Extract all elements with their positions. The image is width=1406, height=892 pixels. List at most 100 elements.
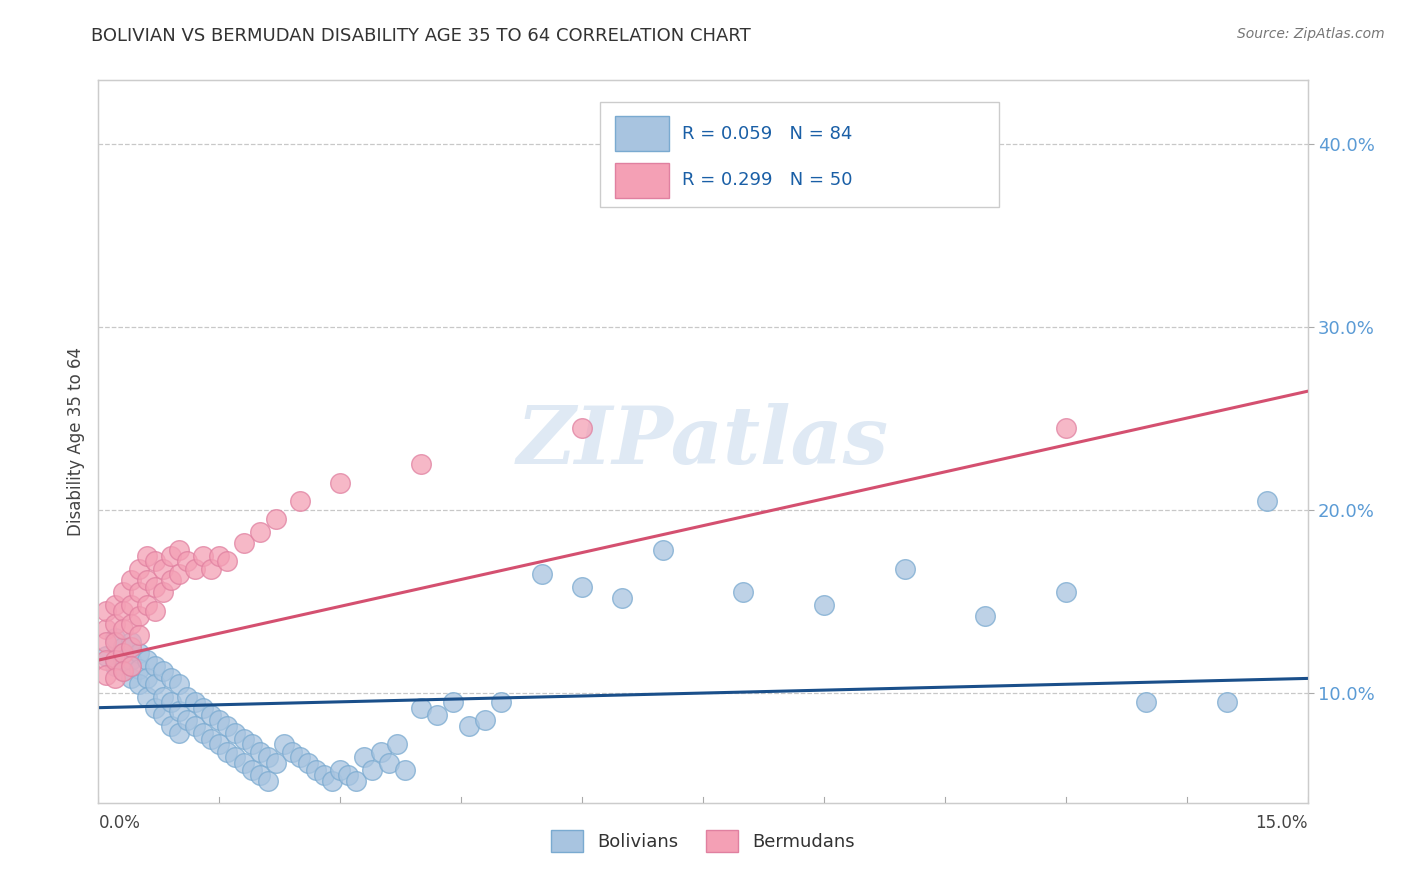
Point: [111, 664, 134, 678]
Legend: Bolivians, Bermudans: Bolivians, Bermudans: [543, 822, 863, 859]
Point: [273, 737, 295, 751]
Point: [103, 631, 125, 645]
Point: [208, 549, 231, 563]
Point: [361, 763, 384, 777]
Point: [1054, 421, 1077, 435]
Point: [143, 554, 166, 568]
Point: [143, 658, 166, 673]
Point: [184, 562, 207, 576]
Point: [200, 708, 222, 723]
Point: [103, 672, 125, 686]
Point: [160, 549, 183, 563]
Point: [152, 690, 174, 704]
Point: [120, 658, 142, 673]
Point: [441, 695, 464, 709]
Point: [111, 664, 134, 678]
Point: [281, 745, 304, 759]
Point: [103, 658, 125, 673]
Point: [893, 562, 915, 576]
Point: [612, 591, 634, 605]
Point: [1256, 494, 1278, 508]
Point: [474, 714, 496, 728]
Point: [344, 773, 367, 788]
Point: [974, 609, 997, 624]
Text: ZIPatlas: ZIPatlas: [517, 403, 889, 480]
Point: [329, 475, 352, 490]
Point: [167, 704, 190, 718]
Point: [128, 677, 150, 691]
Point: [135, 599, 157, 613]
Point: [193, 726, 215, 740]
Point: [111, 585, 134, 599]
Point: [143, 580, 166, 594]
Point: [152, 562, 174, 576]
Point: [1216, 695, 1239, 709]
Point: [217, 719, 239, 733]
Point: [167, 567, 190, 582]
Point: [256, 750, 278, 764]
Point: [491, 695, 513, 709]
Point: [224, 750, 246, 764]
Point: [249, 745, 271, 759]
Point: [458, 719, 481, 733]
Text: R = 0.059   N = 84: R = 0.059 N = 84: [682, 125, 853, 143]
Point: [96, 667, 118, 681]
Point: [184, 719, 207, 733]
Point: [143, 604, 166, 618]
Point: [128, 646, 150, 660]
Point: [160, 573, 183, 587]
Point: [409, 700, 432, 714]
Point: [152, 585, 174, 599]
Point: [120, 640, 142, 655]
Point: [813, 599, 835, 613]
Point: [733, 585, 755, 599]
Point: [571, 421, 593, 435]
Point: [103, 635, 125, 649]
Point: [249, 525, 271, 540]
Point: [128, 562, 150, 576]
Point: [160, 695, 183, 709]
Point: [530, 567, 553, 582]
Point: [152, 708, 174, 723]
Point: [1054, 585, 1077, 599]
Point: [120, 573, 142, 587]
Point: [96, 649, 118, 664]
Point: [377, 756, 399, 770]
Point: [111, 646, 134, 660]
Point: [193, 549, 215, 563]
Point: [111, 622, 134, 636]
Point: [321, 773, 343, 788]
Point: [297, 756, 319, 770]
Point: [135, 573, 157, 587]
Point: [135, 549, 157, 563]
Point: [120, 635, 142, 649]
Point: [120, 672, 142, 686]
Point: [128, 627, 150, 641]
Point: [111, 604, 134, 618]
Point: [200, 562, 222, 576]
FancyBboxPatch shape: [614, 163, 669, 198]
Point: [184, 695, 207, 709]
Point: [337, 768, 360, 782]
Point: [120, 599, 142, 613]
Text: 15.0%: 15.0%: [1256, 814, 1308, 831]
Point: [370, 745, 392, 759]
Point: [111, 653, 134, 667]
Point: [208, 737, 231, 751]
Point: [96, 604, 118, 618]
Point: [103, 616, 125, 631]
Point: [135, 690, 157, 704]
Point: [167, 677, 190, 691]
Point: [571, 580, 593, 594]
Point: [288, 494, 311, 508]
Y-axis label: Disability Age 35 to 64: Disability Age 35 to 64: [66, 347, 84, 536]
Point: [120, 653, 142, 667]
Point: [1135, 695, 1157, 709]
Point: [176, 554, 198, 568]
FancyBboxPatch shape: [614, 117, 669, 151]
Text: 0.0%: 0.0%: [98, 814, 141, 831]
Point: [264, 756, 287, 770]
Point: [103, 653, 125, 667]
Point: [651, 543, 673, 558]
Point: [152, 664, 174, 678]
